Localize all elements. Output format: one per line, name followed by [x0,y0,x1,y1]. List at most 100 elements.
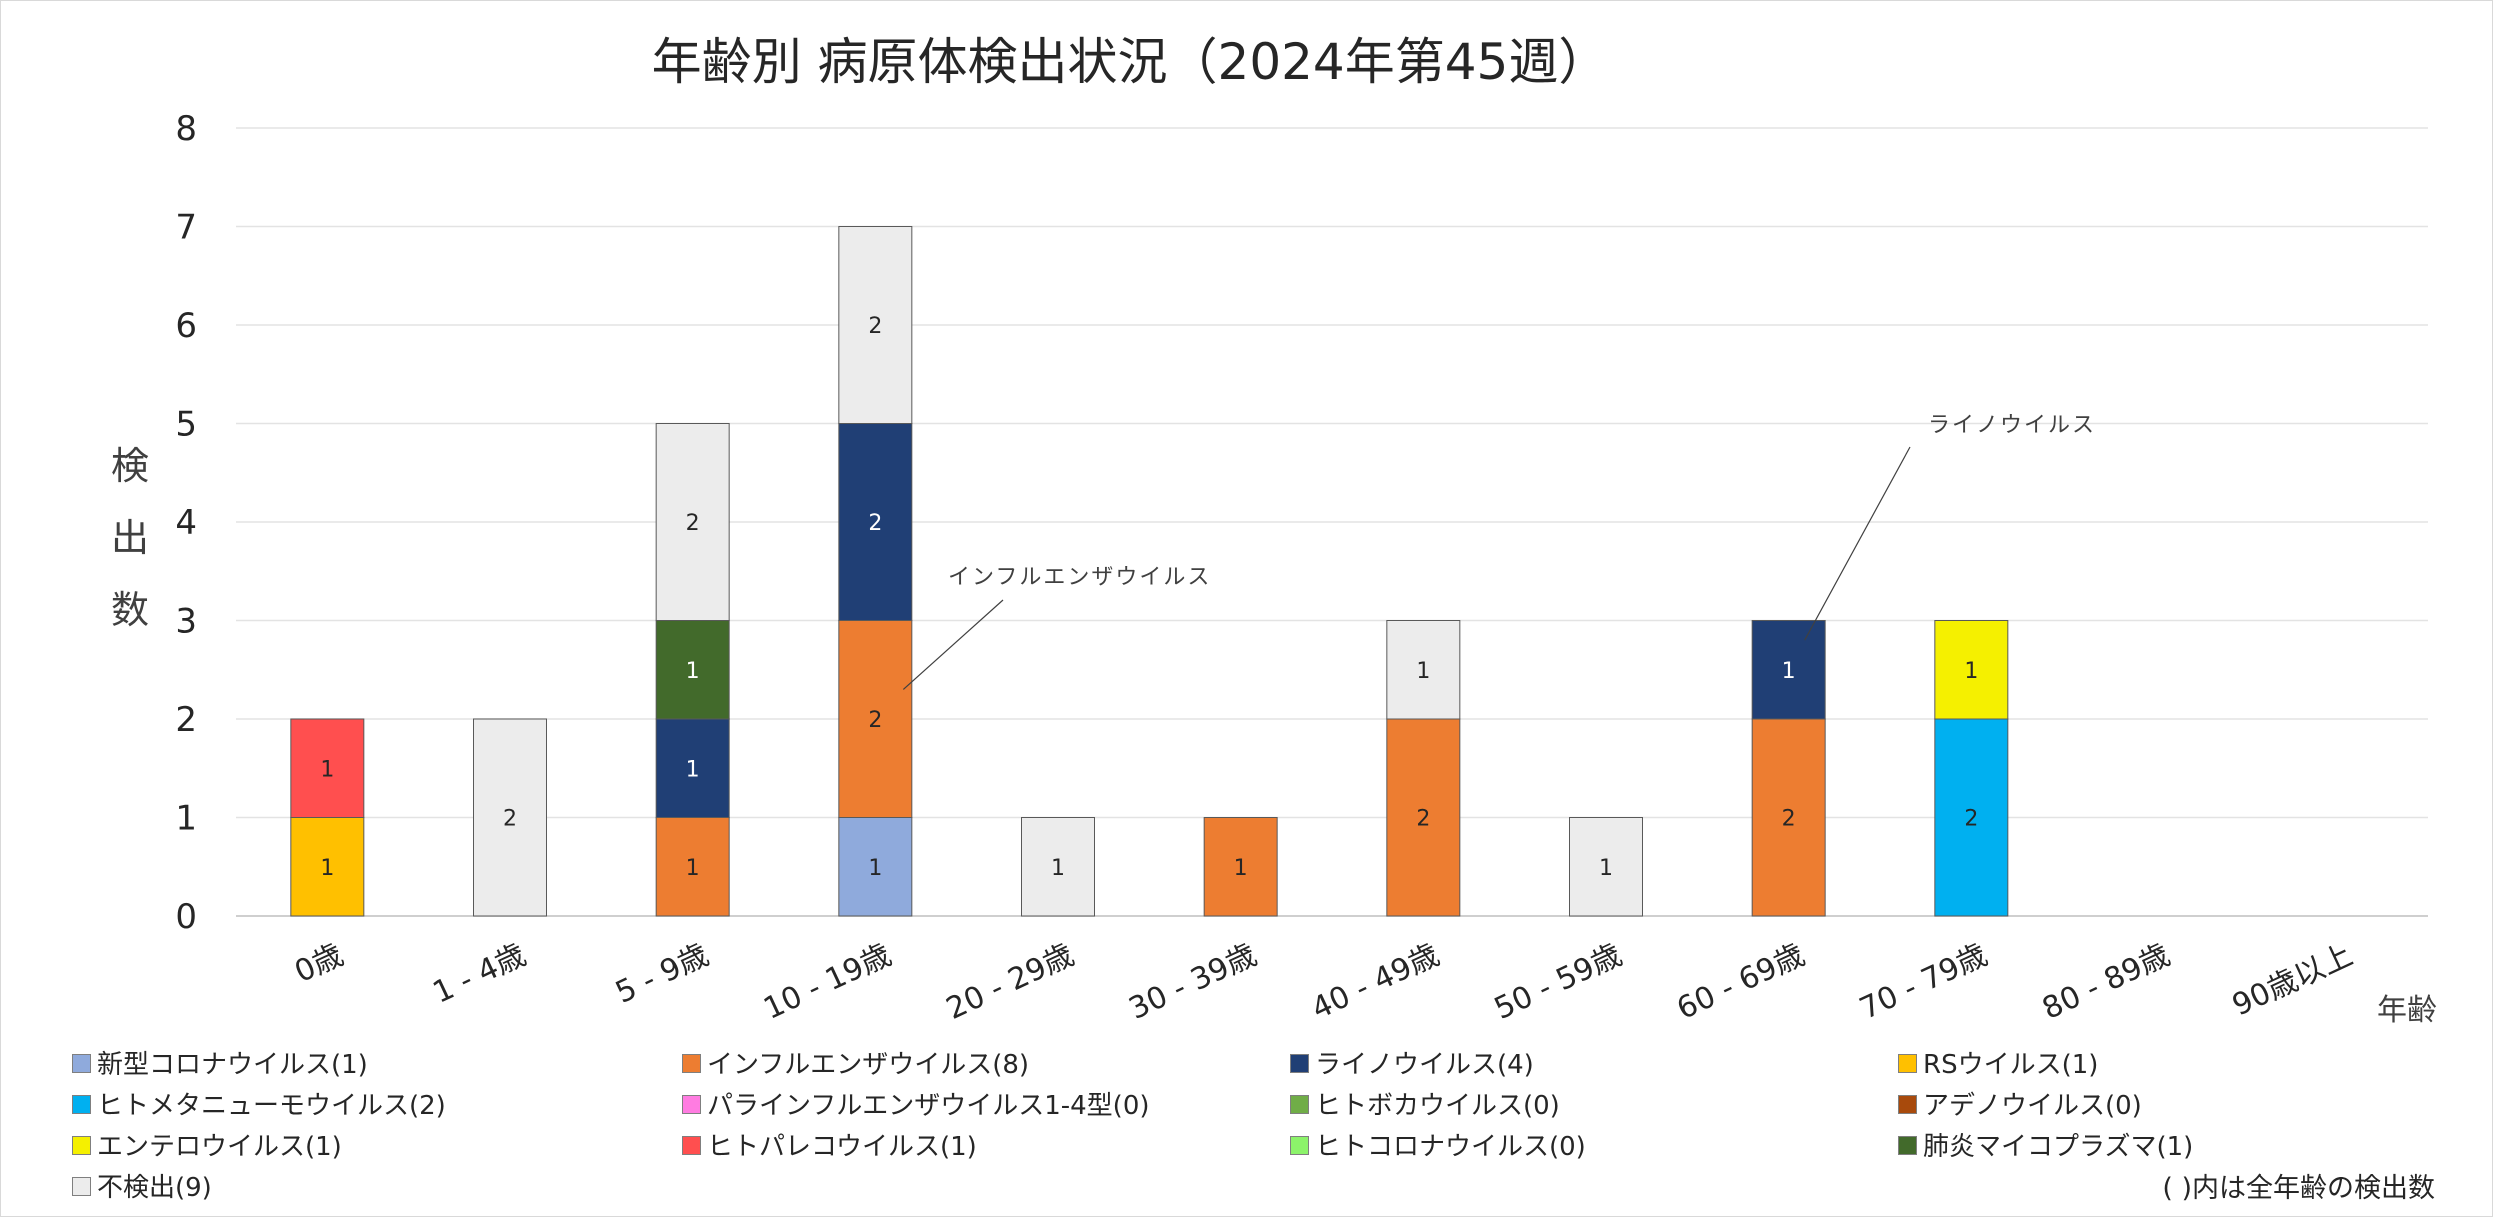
bar-segment [1386,718,1461,917]
legend-label: インフルエンザウイルス(8) [707,1050,1030,1080]
legend-swatch [72,1054,91,1073]
legend-swatch [1290,1095,1309,1114]
chart-title: 年齢別 病原体検出状況（2024年第45週） [651,33,1609,91]
y-axis-label-char: 出 [110,516,149,560]
data-label: 1 [1782,659,1796,684]
data-label: 1 [1234,856,1248,881]
data-label: 1 [686,757,700,782]
x-tick-label: 50 - 59歳 [1489,938,1627,1027]
legend-item: 不検出(9) [72,1171,212,1205]
bar-segment [290,718,365,818]
legend-swatch [1898,1136,1917,1155]
data-label: 1 [1416,659,1430,684]
legend-swatch [682,1136,701,1155]
legend-swatch [1898,1054,1917,1073]
y-axis-label-char: 検 [110,444,149,488]
legend-swatch [72,1136,91,1155]
legend-swatch [1290,1136,1309,1155]
y-tick-label: 6 [175,306,197,346]
bar-segment [655,817,730,917]
x-tick-label: 20 - 29歳 [941,938,1079,1027]
annotation-leader-line [1804,446,1911,641]
data-label: 1 [320,856,334,881]
legend-swatch [1290,1054,1309,1073]
x-tick-label: 1 - 4歳 [428,938,532,1011]
legend-label: ヒトメタニューモウイルス(2) [97,1091,446,1121]
bar-segment [838,226,913,424]
y-tick-label: 0 [175,897,197,937]
bar-segment [1934,620,2009,720]
data-label: 1 [1599,856,1613,881]
y-tick-label: 7 [175,208,197,248]
data-label: 1 [686,856,700,881]
legend-item: ヒトメタニューモウイルス(2) [72,1089,446,1123]
annotation-leader-line [902,599,1004,690]
bar-segment [1934,718,2009,917]
x-tick-label: 60 - 69歳 [1672,938,1810,1027]
x-tick-label: 5 - 9歳 [610,938,714,1011]
x-tick-label: 90歳以上 [2227,938,2358,1024]
data-label: 1 [868,856,882,881]
legend-swatch [1898,1095,1917,1114]
bar-segment [655,423,730,621]
legend-label: ヒトパレコウイルス(1) [707,1132,977,1162]
annotation-label: ライノウイルス [1928,413,2096,438]
x-tick-label: 70 - 79歳 [1854,938,1992,1027]
data-label: 2 [1964,807,1978,832]
bar-segment [838,620,913,818]
y-axis-label-char: 数 [110,588,149,632]
plot-area: 0 1 2 3 4 5 6 7 8 1 1 0歳 2 1 - 4歳 1 1 1 2 5 - 9歳 1 2 2 2 10 - 1… [175,109,2428,1027]
legend-label: アデノウイルス(0) [1923,1091,2142,1121]
legend-item: ライノウイルス(4) [1290,1048,1534,1082]
legend-item: ヒトボカウイルス(0) [1290,1089,1560,1123]
data-label: 2 [686,511,700,536]
bar-segment [1751,620,1826,720]
legend-label: RSウイルス(1) [1923,1050,2099,1080]
legend-swatch [72,1095,91,1114]
x-axis-label: 年齢 [2377,993,2437,1028]
bar-segment [1386,620,1461,720]
bar-segment [1751,718,1826,917]
annotation-label: インフルエンザウイルス [948,565,1211,590]
legend-label: ライノウイルス(4) [1315,1050,1534,1080]
data-label: 2 [868,314,882,339]
legend-label: ヒトコロナウイルス(0) [1315,1132,1586,1162]
legend-swatch [682,1095,701,1114]
legend-label: パラインフルエンザウイルス1-4型(0) [707,1091,1150,1121]
x-tick-label: 40 - 49歳 [1306,938,1444,1027]
legend-item: 新型コロナウイルス(1) [72,1048,368,1082]
bar-segment [473,718,547,917]
x-tick-label: 0歳 [289,938,348,990]
legend: 新型コロナウイルス(1) インフルエンザウイルス(8) ライノウイルス(4) RSウイ… [72,1048,2492,1208]
data-label: 2 [868,708,882,733]
x-tick-label: 30 - 39歳 [1124,938,1262,1027]
bar-segment [1569,817,1643,917]
bar-segment [838,817,913,917]
y-tick-label: 1 [175,799,197,839]
data-label: 2 [868,511,882,536]
data-label: 1 [1051,856,1065,881]
legend-item: エンテロウイルス(1) [72,1130,342,1164]
legend-label: エンテロウイルス(1) [97,1132,342,1162]
data-label: 2 [1782,807,1796,832]
x-tick-label: 80 - 89歳 [2037,938,2175,1027]
y-tick-label: 5 [175,405,197,445]
y-tick-label: 3 [175,602,197,642]
legend-item: ヒトコロナウイルス(0) [1290,1130,1586,1164]
data-label: 1 [320,757,334,782]
legend-label: 肺炎マイコプラズマ(1) [1923,1132,2194,1162]
y-tick-label: 4 [175,503,197,543]
bar-segment [1021,817,1095,917]
bar-segment [1203,817,1278,917]
bar-segment [290,817,365,917]
legend-item: インフルエンザウイルス(8) [682,1048,1029,1082]
legend-item: ヒトパレコウイルス(1) [682,1130,977,1164]
y-tick-label: 2 [175,700,197,740]
legend-item: アデノウイルス(0) [1898,1089,2142,1123]
legend-label: ヒトボカウイルス(0) [1315,1091,1560,1121]
legend-item: 肺炎マイコプラズマ(1) [1898,1130,2193,1164]
y-axis-label: 検出数 [100,430,160,646]
legend-swatch [72,1177,91,1196]
legend-note: ( )内は全年齢の検出数 [2162,1173,2435,1204]
legend-label: 不検出(9) [97,1173,212,1203]
